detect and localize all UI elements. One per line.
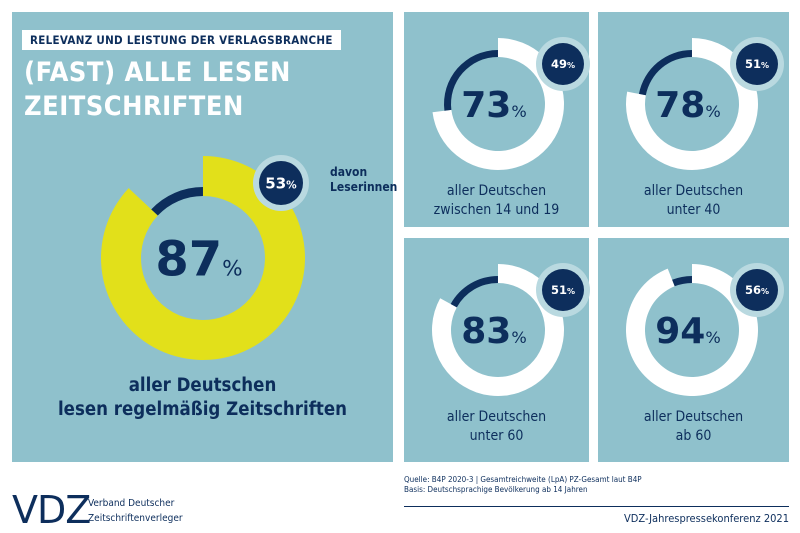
value-label: 87% — [155, 231, 242, 287]
donut-14-19: 73% 49% — [432, 37, 590, 170]
badge-value: 53% — [265, 174, 297, 192]
panel-14-19: 73% 49% aller Deutschen zwischen 14 und 19 — [404, 12, 590, 227]
value-label: 83% — [461, 311, 527, 352]
badge-value: 56% — [745, 283, 769, 297]
badge-circle — [542, 269, 584, 311]
org-line-2: Zeitschriftenverleger — [88, 513, 183, 524]
donut-main: 87% 53% — [100, 155, 309, 360]
donut-unter-60: 83% 51% — [432, 263, 590, 396]
remainder-arc — [672, 276, 692, 287]
basis: Basis: Deutschsprachige Bevölkerung ab 1… — [404, 485, 588, 494]
caption: aller Deutschen zwischen 14 und 19 — [404, 182, 589, 220]
remainder-arc — [444, 50, 498, 111]
badge-label: davon Leserinnen — [330, 165, 398, 194]
caption-line-1: aller Deutschen — [446, 183, 547, 199]
remainder-arc — [450, 276, 498, 308]
title-line-2: ZEITSCHRIFTEN — [24, 91, 244, 122]
donut-ab-60: 94% 56% — [626, 263, 784, 396]
org-line-1: Verband Deutscher — [88, 498, 175, 509]
badge-circle — [736, 269, 778, 311]
source-note: Quelle: B4P 2020-3 | Gesamtreichweite (L… — [404, 475, 642, 495]
value-label: 73% — [461, 85, 527, 126]
main-caption: aller Deutschen lesen regelmäßig Zeitschr… — [12, 374, 393, 422]
donut-unter-40: 78% 51% — [626, 37, 784, 170]
kicker: RELEVANZ UND LEISTUNG DER VERLAGSBRANCHE — [22, 30, 341, 50]
caption-line-1: aller Deutschen — [446, 409, 547, 425]
conference-label: VDZ-Jahrespressekonferenz 2021 — [623, 512, 789, 525]
caption-line-2: lesen regelmäßig Zeitschriften — [57, 399, 348, 420]
caption: aller Deutschen ab 60 — [598, 408, 789, 446]
caption-line-2: unter 60 — [469, 428, 524, 444]
panel-unter-40: 78% 51% aller Deutschen unter 40 — [598, 12, 789, 227]
badge-value: 51% — [551, 283, 575, 297]
value-label: 94% — [655, 311, 721, 352]
caption: aller Deutschen unter 60 — [404, 408, 589, 446]
caption-line-1: aller Deutschen — [128, 375, 277, 396]
badge-value: 49% — [551, 57, 575, 71]
main-panel: RELEVANZ UND LEISTUNG DER VERLAGSBRANCHE… — [12, 12, 397, 462]
value-label: 78% — [655, 85, 721, 126]
remainder-arc — [638, 50, 692, 96]
badge-value: 51% — [745, 57, 769, 71]
divider — [404, 506, 789, 507]
caption-line-2: ab 60 — [675, 428, 712, 444]
source: Quelle: B4P 2020-3 | Gesamtreichweite (L… — [404, 475, 642, 484]
title-line-1: (FAST) ALLE LESEN — [24, 57, 291, 88]
caption-line-2: zwischen 14 und 19 — [433, 202, 560, 218]
value-arc — [100, 156, 305, 360]
caption: aller Deutschen unter 40 — [598, 182, 789, 220]
org-name: Verband Deutscher Zeitschriftenverleger — [88, 496, 183, 526]
remainder-arc — [151, 187, 203, 216]
vdz-logo: VDZ — [12, 488, 91, 532]
badge-circle — [542, 43, 584, 85]
panel-unter-60: 83% 51% aller Deutschen unter 60 — [404, 238, 590, 462]
badge-circle — [736, 43, 778, 85]
caption-line-2: unter 40 — [666, 202, 721, 218]
caption-line-1: aller Deutschen — [643, 183, 744, 199]
panel-ab-60: 94% 56% aller Deutschen ab 60 — [598, 238, 789, 462]
caption-line-1: aller Deutschen — [643, 409, 744, 425]
badge-circle — [259, 161, 303, 205]
page-title: (FAST) ALLE LESEN ZEITSCHRIFTEN — [24, 56, 291, 124]
